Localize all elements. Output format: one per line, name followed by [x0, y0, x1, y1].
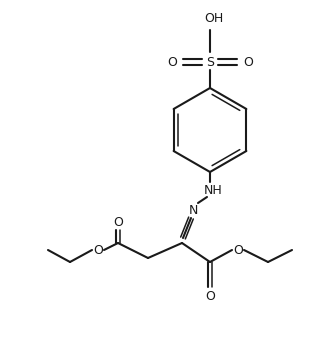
- Text: O: O: [167, 55, 177, 69]
- Text: O: O: [233, 243, 243, 257]
- Text: NH: NH: [204, 184, 222, 196]
- Text: O: O: [113, 216, 123, 228]
- Text: N: N: [188, 203, 198, 217]
- Text: O: O: [205, 290, 215, 303]
- Text: O: O: [243, 55, 253, 69]
- Text: S: S: [206, 55, 214, 69]
- Text: OH: OH: [204, 11, 224, 24]
- Text: O: O: [93, 243, 103, 257]
